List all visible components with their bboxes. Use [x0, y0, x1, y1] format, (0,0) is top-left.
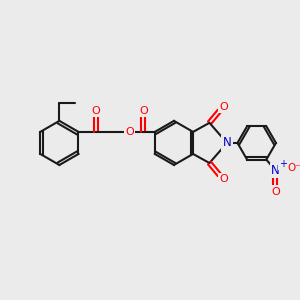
Text: N: N [271, 164, 280, 177]
Text: O: O [139, 106, 148, 116]
Text: O: O [219, 102, 228, 112]
Text: O: O [271, 187, 280, 196]
Text: O⁻: O⁻ [287, 163, 300, 172]
Text: N: N [223, 136, 231, 149]
Text: +: + [279, 159, 287, 169]
Text: O: O [92, 106, 100, 116]
Text: O: O [125, 127, 134, 137]
Text: O: O [219, 174, 228, 184]
